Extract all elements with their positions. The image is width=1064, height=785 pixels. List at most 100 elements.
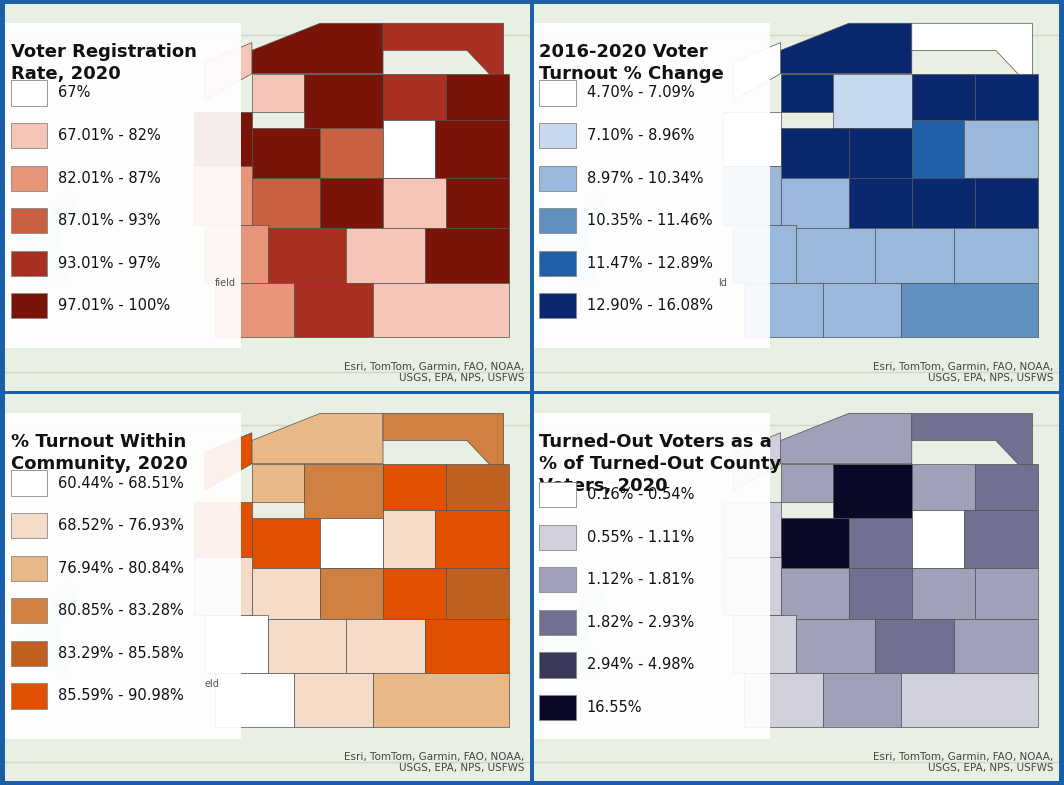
Polygon shape	[912, 178, 975, 228]
FancyBboxPatch shape	[539, 250, 576, 276]
Polygon shape	[912, 510, 964, 568]
Polygon shape	[215, 673, 294, 727]
Polygon shape	[912, 464, 975, 510]
Text: 7.10% - 8.96%: 7.10% - 8.96%	[586, 128, 694, 143]
Polygon shape	[204, 615, 268, 673]
Polygon shape	[722, 112, 781, 166]
Text: 8.97% - 10.34%: 8.97% - 10.34%	[586, 170, 703, 185]
Polygon shape	[953, 228, 1037, 283]
Polygon shape	[304, 74, 383, 128]
Polygon shape	[975, 74, 1037, 120]
Polygon shape	[346, 619, 425, 673]
Text: 93.01% - 97%: 93.01% - 97%	[57, 256, 161, 271]
Polygon shape	[383, 24, 503, 89]
Polygon shape	[446, 178, 509, 228]
Polygon shape	[252, 518, 320, 568]
Polygon shape	[252, 414, 383, 464]
FancyBboxPatch shape	[11, 556, 47, 581]
Polygon shape	[822, 283, 901, 337]
Text: 80.85% - 83.28%: 80.85% - 83.28%	[57, 604, 183, 619]
Polygon shape	[194, 557, 252, 615]
FancyBboxPatch shape	[11, 80, 47, 105]
Text: 2016-2020 Voter
Turnout % Change: 2016-2020 Voter Turnout % Change	[539, 42, 725, 83]
Polygon shape	[372, 673, 509, 727]
Text: 82.01% - 87%: 82.01% - 87%	[57, 170, 161, 185]
Polygon shape	[781, 178, 849, 228]
Polygon shape	[435, 510, 509, 568]
Polygon shape	[781, 24, 912, 74]
Polygon shape	[849, 128, 912, 178]
FancyBboxPatch shape	[11, 470, 47, 495]
Polygon shape	[320, 178, 383, 228]
FancyBboxPatch shape	[539, 166, 576, 191]
Polygon shape	[781, 464, 833, 502]
Text: 0.55% - 1.11%: 0.55% - 1.11%	[586, 530, 694, 545]
FancyBboxPatch shape	[539, 123, 576, 148]
Text: 97.01% - 100%: 97.01% - 100%	[57, 298, 170, 313]
Polygon shape	[320, 128, 383, 178]
FancyBboxPatch shape	[0, 414, 242, 739]
FancyBboxPatch shape	[523, 24, 770, 349]
Text: field: field	[215, 278, 236, 287]
Text: 76.94% - 80.84%: 76.94% - 80.84%	[57, 560, 184, 575]
Polygon shape	[912, 74, 975, 120]
Polygon shape	[294, 283, 372, 337]
Polygon shape	[446, 464, 509, 510]
Polygon shape	[268, 619, 346, 673]
Polygon shape	[320, 518, 383, 568]
Polygon shape	[822, 673, 901, 727]
Polygon shape	[912, 414, 1032, 479]
Polygon shape	[204, 433, 252, 491]
Polygon shape	[215, 283, 294, 337]
Polygon shape	[722, 166, 781, 225]
FancyBboxPatch shape	[11, 250, 47, 276]
Text: Esri, TomTom, Garmin, FAO, NOAA,
USGS, EPA, NPS, USFWS: Esri, TomTom, Garmin, FAO, NOAA, USGS, E…	[345, 362, 525, 383]
Text: ld: ld	[718, 278, 727, 287]
Polygon shape	[781, 414, 912, 464]
Text: 68.52% - 76.93%: 68.52% - 76.93%	[57, 518, 183, 533]
Polygon shape	[781, 128, 849, 178]
Polygon shape	[722, 502, 781, 557]
Polygon shape	[383, 568, 446, 619]
Text: 11.47% - 12.89%: 11.47% - 12.89%	[586, 256, 713, 271]
Polygon shape	[252, 464, 304, 502]
FancyBboxPatch shape	[11, 641, 47, 666]
Polygon shape	[523, 190, 608, 283]
Polygon shape	[194, 166, 252, 225]
Polygon shape	[733, 433, 781, 491]
FancyBboxPatch shape	[539, 568, 576, 593]
Polygon shape	[446, 568, 509, 619]
Polygon shape	[204, 42, 252, 100]
Polygon shape	[849, 568, 912, 619]
Polygon shape	[833, 464, 912, 518]
Polygon shape	[252, 74, 304, 112]
Polygon shape	[833, 74, 912, 128]
Text: Voter Registration
Rate, 2020: Voter Registration Rate, 2020	[11, 42, 197, 83]
Polygon shape	[875, 619, 953, 673]
FancyBboxPatch shape	[539, 610, 576, 635]
Text: % Turnout Within
Community, 2020: % Turnout Within Community, 2020	[11, 433, 187, 473]
Polygon shape	[252, 178, 320, 228]
Text: 60.44% - 68.51%: 60.44% - 68.51%	[57, 476, 183, 491]
Polygon shape	[252, 128, 320, 178]
Polygon shape	[875, 228, 953, 283]
Text: 10.35% - 11.46%: 10.35% - 11.46%	[586, 214, 712, 228]
Polygon shape	[953, 619, 1037, 673]
Text: 2.94% - 4.98%: 2.94% - 4.98%	[586, 658, 694, 673]
Polygon shape	[912, 568, 975, 619]
Text: Esri, TomTom, Garmin, FAO, NOAA,
USGS, EPA, NPS, USFWS: Esri, TomTom, Garmin, FAO, NOAA, USGS, E…	[874, 752, 1053, 773]
Polygon shape	[901, 283, 1037, 337]
Polygon shape	[975, 464, 1037, 510]
FancyBboxPatch shape	[11, 123, 47, 148]
Text: setts: setts	[535, 590, 560, 601]
Polygon shape	[304, 464, 383, 518]
Text: 67%: 67%	[57, 86, 90, 100]
Polygon shape	[722, 557, 781, 615]
FancyBboxPatch shape	[11, 294, 47, 319]
FancyBboxPatch shape	[523, 414, 770, 739]
Polygon shape	[0, 580, 79, 673]
Polygon shape	[372, 283, 509, 337]
Polygon shape	[849, 518, 912, 568]
Text: eld: eld	[204, 679, 219, 689]
FancyBboxPatch shape	[539, 482, 576, 507]
